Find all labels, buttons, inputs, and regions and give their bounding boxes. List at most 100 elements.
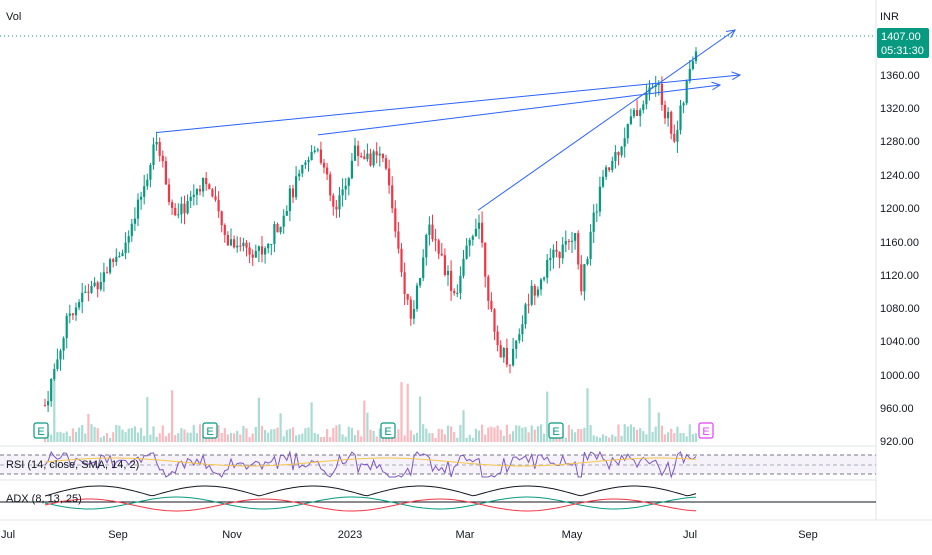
earnings-label: E	[384, 426, 391, 438]
x-tick-label: Jul	[683, 529, 697, 541]
time-axis[interactable]: Jul Sep Nov 2023 Mar May Jul Sep	[1, 529, 818, 541]
last-price-badge: 1407.00 05:31:30	[877, 28, 929, 58]
candle-body	[158, 141, 161, 156]
volume-bar	[474, 428, 477, 442]
volume-label: Vol	[6, 11, 21, 23]
candle-body	[167, 184, 171, 203]
volume-bar	[642, 431, 645, 442]
volume-bar	[220, 432, 223, 442]
x-tick-label: Mar	[456, 529, 475, 541]
volume-bar	[518, 425, 521, 442]
candle-body	[254, 250, 257, 258]
candle-body	[62, 338, 65, 351]
candle-body	[236, 245, 239, 248]
trendline[interactable]	[156, 74, 741, 133]
earnings-label: E	[37, 426, 44, 438]
volume-bar	[456, 437, 459, 442]
volume-bar	[96, 428, 99, 442]
candle-body	[205, 177, 208, 185]
earnings-marker[interactable]: E	[380, 422, 396, 439]
candle-body	[357, 145, 360, 156]
volume-bar	[136, 432, 140, 442]
candle-body	[140, 196, 143, 200]
candle-body	[124, 242, 127, 254]
volume-bar	[691, 434, 694, 442]
candle-body	[397, 231, 400, 249]
earnings-marker[interactable]: E	[548, 422, 564, 439]
volume-bar	[177, 433, 180, 442]
volume-bar	[589, 425, 592, 442]
volume-bar	[639, 428, 642, 442]
y-tick-label: 920.00	[880, 436, 914, 448]
earnings-marker[interactable]: E	[33, 422, 49, 439]
candle-body	[673, 133, 676, 142]
volume-bar	[298, 434, 301, 442]
volume-bar	[279, 413, 282, 442]
price-axis[interactable]: 1360.00 1320.00 1280.00 1240.00 1200.00 1160.…	[880, 70, 920, 448]
rsi-pane[interactable]: RSI (14, close, SMA, 14, 2)	[0, 450, 876, 479]
volume-bar	[409, 430, 412, 442]
candle-body	[264, 248, 267, 255]
candle-body	[360, 155, 363, 157]
volume-bar	[636, 429, 639, 442]
volume-bar	[453, 432, 456, 442]
volume-bar	[471, 437, 474, 442]
candle-body	[87, 291, 90, 293]
volume-bar	[143, 435, 146, 442]
candle-body	[428, 224, 431, 235]
volume-bar	[645, 434, 648, 442]
volume-bar	[127, 428, 130, 442]
volume-bar	[623, 424, 626, 442]
volume-bar	[685, 436, 688, 442]
volume-bar	[462, 410, 465, 442]
candle-body	[260, 246, 264, 255]
candle-body	[431, 224, 434, 240]
candle-body	[632, 110, 636, 117]
y-tick-label: 1080.00	[880, 303, 920, 315]
volume-bar	[415, 432, 419, 442]
candle-body	[639, 110, 642, 117]
volume-bar	[363, 400, 366, 442]
volume-bar	[530, 425, 533, 442]
adx-pane[interactable]: ADX (8, 13, 25)	[0, 485, 876, 512]
candle-body	[276, 224, 279, 233]
candle-body	[301, 164, 304, 174]
volume-bar	[254, 426, 257, 442]
candle-body	[487, 276, 490, 301]
candle-body	[595, 211, 598, 213]
candle-body	[319, 149, 322, 163]
candle-body	[626, 123, 629, 139]
candle-body	[527, 304, 530, 306]
x-tick-label: Sep	[108, 529, 128, 541]
candle-body	[512, 348, 515, 366]
earnings-marker[interactable]: E	[202, 422, 218, 439]
candle-body	[425, 234, 428, 258]
volume-bar	[291, 427, 295, 442]
earnings-marker[interactable]: E	[698, 422, 714, 439]
candle-body	[105, 272, 109, 274]
candle-body	[403, 272, 406, 294]
candle-body	[688, 68, 691, 81]
candle-body	[326, 167, 329, 175]
volume-bar	[319, 437, 322, 442]
earnings-label: E	[702, 426, 709, 438]
volume-bar	[574, 432, 577, 442]
volume-bar	[164, 436, 167, 442]
candle-body	[601, 176, 605, 187]
candle-body	[161, 155, 164, 162]
candle-body	[667, 111, 670, 119]
candle-body	[605, 167, 608, 177]
candle-body	[329, 174, 332, 196]
candle-body	[564, 241, 567, 245]
trendlines[interactable]	[156, 29, 742, 211]
candle-body	[691, 61, 694, 69]
candle-body	[68, 313, 71, 316]
volume-bar	[118, 425, 121, 442]
trendline[interactable]	[317, 84, 721, 136]
volume-bar	[198, 424, 202, 442]
trendline[interactable]	[477, 29, 736, 211]
candle-body	[195, 189, 198, 195]
